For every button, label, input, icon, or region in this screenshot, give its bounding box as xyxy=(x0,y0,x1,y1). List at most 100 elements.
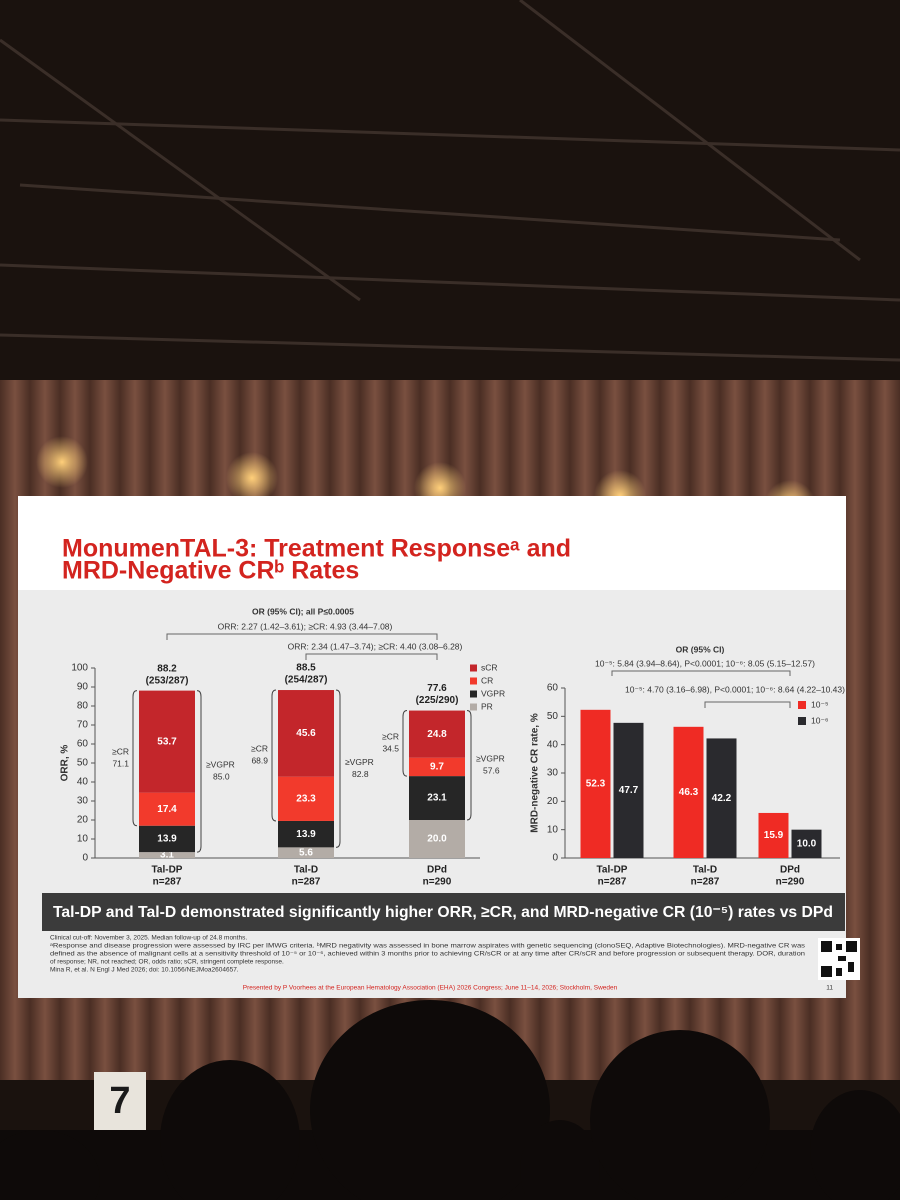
x-tick-label: Tal-D xyxy=(294,865,318,876)
bar-segment xyxy=(409,776,465,820)
bar xyxy=(613,722,644,858)
y-tick-label: 90 xyxy=(77,682,89,693)
cr-value: 68.9 xyxy=(251,756,268,766)
comparison-bracket xyxy=(305,653,438,660)
total-count: (254/287) xyxy=(285,675,328,686)
y-tick-label: 60 xyxy=(547,683,559,694)
value-label: 9.7 xyxy=(430,762,444,773)
total-label: 88.5 xyxy=(296,663,316,674)
annotation: ORR: 2.27 (1.42–3.61); ≥CR: 4.93 (3.44–7… xyxy=(218,621,393,631)
comparison-bracket xyxy=(704,701,791,708)
value-label: 52.3 xyxy=(586,779,606,790)
value-label: 15.9 xyxy=(764,830,784,841)
value-label: 45.6 xyxy=(296,728,316,739)
value-label: 47.7 xyxy=(619,785,639,796)
bar-segment xyxy=(278,847,334,858)
legend-swatch xyxy=(470,703,477,711)
bar-segment xyxy=(409,757,465,777)
x-tick-label: DPd xyxy=(780,865,800,876)
value-label: 17.4 xyxy=(157,804,177,815)
x-tick-sublabel: n=287 xyxy=(598,877,627,888)
room-sign-number: 7 xyxy=(109,1080,130,1122)
footnote: Mina R, et al. N Engl J Med 2026; doi: 1… xyxy=(50,967,239,974)
vgpr-bracket xyxy=(196,690,202,853)
y-tick-label: 0 xyxy=(82,853,88,864)
value-label: 13.9 xyxy=(296,829,316,840)
cr-label: ≥CR xyxy=(251,744,268,754)
total-count: (225/290) xyxy=(416,695,459,706)
value-label: 10.0 xyxy=(797,838,817,849)
vgpr-value: 82.8 xyxy=(352,769,369,779)
value-label: 46.3 xyxy=(679,787,699,798)
bar xyxy=(673,726,704,858)
x-tick-label: Tal-DP xyxy=(152,865,183,876)
legend-swatch xyxy=(470,677,477,685)
x-tick-sublabel: n=287 xyxy=(292,877,321,888)
footnote: Clinical cut-off: November 3, 2025. Medi… xyxy=(50,935,247,942)
slide-title: MonumenTAL-3: Treatment Responseᵃ and xyxy=(62,535,571,563)
bar xyxy=(791,829,822,858)
annotation: ORR: 2.34 (1.47–3.74); ≥CR: 4.40 (3.08–6… xyxy=(288,641,463,651)
footnote: of response; NR, not reached; OR, odds r… xyxy=(50,959,284,966)
cr-value: 71.1 xyxy=(112,758,129,768)
legend-label: sCR xyxy=(481,662,498,672)
bar-segment xyxy=(139,825,195,853)
bar-segment xyxy=(409,820,465,858)
x-tick-label: Tal-D xyxy=(693,865,717,876)
x-tick-sublabel: n=290 xyxy=(776,877,805,888)
vgpr-bracket xyxy=(466,710,472,821)
bar-segment xyxy=(139,690,195,793)
vgpr-bracket xyxy=(335,689,341,848)
cr-label: ≥CR xyxy=(112,746,129,756)
y-axis-label: ORR, % xyxy=(60,745,71,782)
y-axis-label: MRD-negative CR rate, % xyxy=(530,713,541,833)
legend-label: PR xyxy=(481,701,493,711)
value-label: 20.0 xyxy=(427,834,447,845)
slide-header xyxy=(18,496,846,590)
y-tick-label: 30 xyxy=(547,768,559,779)
slide-title: MRD-Negative CRᵇ Rates xyxy=(62,557,359,585)
legend-swatch xyxy=(470,664,477,672)
x-tick-label: Tal-DP xyxy=(597,865,628,876)
annotation: 10⁻⁵: 5.84 (3.94–8.64), P<0.0001; 10⁻⁶: … xyxy=(595,658,815,668)
y-tick-label: 100 xyxy=(71,663,88,674)
vgpr-label: ≥VGPR xyxy=(345,757,374,767)
presenter-credit: Presented by P Voorhees at the European … xyxy=(243,985,618,992)
total-label: 88.2 xyxy=(157,663,177,674)
legend-swatch xyxy=(470,690,477,698)
y-tick-label: 30 xyxy=(77,796,89,807)
vgpr-value: 85.0 xyxy=(213,772,230,782)
y-tick-label: 20 xyxy=(547,796,559,807)
x-tick-label: DPd xyxy=(427,865,447,876)
y-tick-label: 0 xyxy=(552,853,558,864)
value-label: 42.2 xyxy=(712,793,732,804)
y-tick-label: 80 xyxy=(77,701,89,712)
annotation: 10⁻⁵: 4.70 (3.16–6.98), P<0.0001; 10⁻⁶: … xyxy=(625,684,845,694)
y-tick-label: 40 xyxy=(77,777,89,788)
value-label: 13.9 xyxy=(157,834,177,845)
audience xyxy=(0,1000,900,1200)
annotation: OR (95% CI) xyxy=(676,644,725,654)
vgpr-label: ≥VGPR xyxy=(206,760,235,770)
bar-segment xyxy=(139,792,195,826)
x-tick-sublabel: n=287 xyxy=(691,877,720,888)
bar xyxy=(706,738,737,858)
legend-swatch xyxy=(798,701,806,709)
y-tick-label: 60 xyxy=(77,739,89,750)
room-sign xyxy=(94,1072,146,1130)
rafters xyxy=(0,0,900,362)
cr-bracket xyxy=(271,689,277,822)
x-tick-sublabel: n=290 xyxy=(423,877,452,888)
y-tick-label: 10 xyxy=(77,834,89,845)
qr-code xyxy=(818,938,860,980)
comparison-bracket xyxy=(611,670,791,676)
vgpr-label: ≥VGPR xyxy=(476,754,505,764)
bar-segment xyxy=(278,820,334,848)
banner xyxy=(42,893,845,931)
cr-label: ≥CR xyxy=(382,732,399,742)
y-tick-label: 50 xyxy=(547,711,559,722)
y-tick-label: 50 xyxy=(77,758,89,769)
total-count: (253/287) xyxy=(146,675,189,686)
annotation: OR (95% CI); all P≤0.0005 xyxy=(252,606,354,616)
